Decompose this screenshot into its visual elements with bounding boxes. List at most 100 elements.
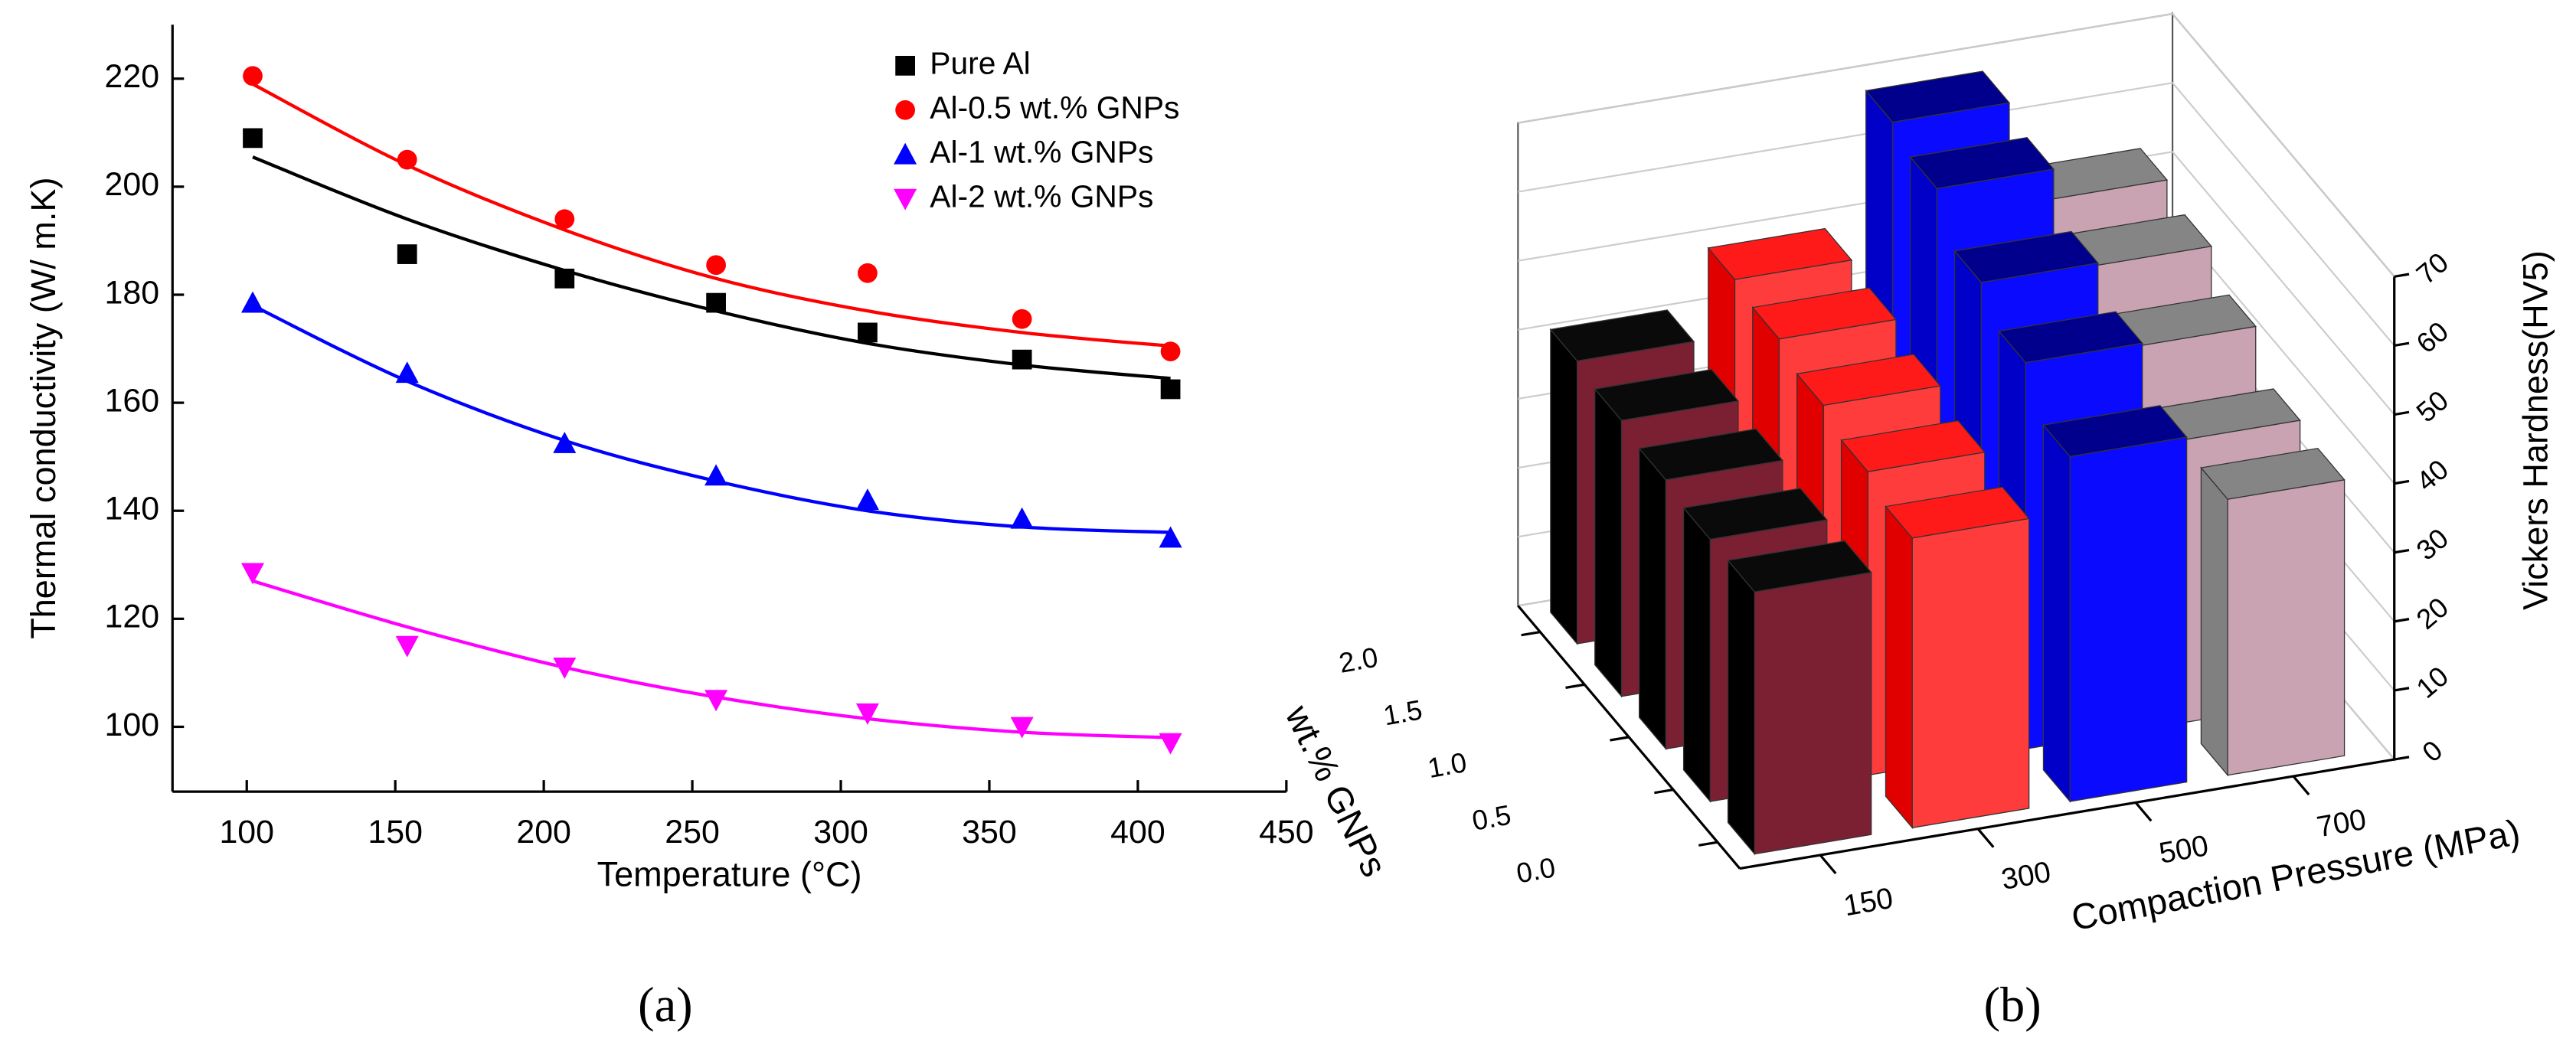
x-tick: [2292, 775, 2310, 796]
y-tick-label: 0.5: [1469, 799, 1513, 837]
x-tick-label: 250: [665, 814, 720, 850]
fit-line: [252, 304, 1171, 534]
caption: (b): [1984, 978, 2042, 1032]
legend-marker: [895, 55, 915, 76]
data-point: [554, 268, 575, 289]
legend-label: Pure Al: [930, 46, 1030, 81]
data-point: [706, 255, 726, 276]
bar-front: [1754, 572, 1872, 855]
data-point: [704, 464, 728, 486]
y-tick-label: 120: [105, 599, 160, 635]
z-tick-label: 50: [2411, 384, 2454, 428]
y-tick-label: 180: [105, 274, 160, 311]
data-point: [704, 690, 728, 712]
x-tick-label: 400: [1110, 814, 1165, 850]
data-point: [858, 263, 878, 283]
legend-marker: [895, 100, 915, 120]
z-tick-label: 70: [2411, 246, 2454, 290]
x-axis-label: Compaction Pressure (MPa): [2068, 812, 2523, 939]
z-tick: [2394, 479, 2410, 485]
bar-side: [2042, 423, 2071, 803]
bar-side: [1682, 506, 1711, 803]
bar-side: [1594, 387, 1623, 698]
data-point: [1010, 717, 1034, 739]
data-point: [1012, 309, 1032, 329]
z-tick: [2394, 410, 2410, 416]
data-point: [855, 488, 879, 510]
x-axis-label: Temperature (°C): [597, 855, 862, 894]
data-point: [553, 432, 577, 453]
y-tick: [1654, 788, 1674, 795]
bar-front: [1911, 517, 2030, 829]
data-point: [1160, 341, 1181, 361]
x-tick-label: 150: [368, 814, 423, 850]
y-tick-label: 2.0: [1336, 641, 1380, 679]
data-point: [240, 563, 265, 585]
data-point: [1010, 507, 1034, 529]
bar-front: [2227, 479, 2346, 776]
grid-line: [1518, 12, 2395, 278]
data-point: [706, 292, 726, 313]
y-tick-label: 100: [105, 707, 160, 743]
data-point: [553, 657, 577, 679]
fit-line: [252, 579, 1171, 739]
x-tick: [1819, 854, 1837, 875]
bar-front: [2069, 436, 2188, 802]
data-point: [240, 291, 265, 313]
x-tick-label: 100: [219, 814, 274, 850]
x-tick-label: 500: [2156, 829, 2211, 870]
y-tick: [1610, 736, 1630, 742]
y-tick-label: 140: [105, 491, 160, 527]
x-axis: [1739, 758, 2395, 870]
legend-label: Al-1 wt.% GNPs: [930, 134, 1153, 169]
data-point: [397, 149, 417, 170]
y-tick: [1565, 683, 1585, 689]
x-tick: [1976, 828, 1995, 848]
legend-label: Al-2 wt.% GNPs: [930, 178, 1153, 214]
x-tick-label: 300: [1999, 856, 2053, 897]
data-point: [858, 322, 878, 343]
legend-label: Al-0.5 wt.% GNPs: [930, 90, 1179, 126]
grid-line: [1518, 82, 2395, 347]
x-tick-label: 450: [1259, 814, 1314, 850]
y-tick-label: 200: [105, 166, 160, 203]
bar-side: [1885, 504, 1913, 830]
data-point: [1159, 733, 1182, 755]
x-tick-label: 350: [962, 814, 1017, 850]
bar-side: [1727, 559, 1755, 856]
y-tick-label: 0.0: [1514, 851, 1558, 889]
bar-side: [1550, 328, 1578, 645]
data-point: [855, 703, 879, 725]
y-tick-label: 220: [105, 58, 160, 95]
data-point: [397, 244, 417, 264]
z-tick-label: 30: [2411, 522, 2454, 566]
grid-line: [1518, 151, 2395, 416]
data-point: [243, 128, 263, 149]
x-tick: [2134, 801, 2153, 822]
data-point: [1012, 349, 1032, 370]
z-tick: [2394, 548, 2410, 554]
z-tick: [2394, 273, 2410, 278]
y-tick-label: 160: [105, 382, 160, 419]
x-tick-label: 700: [2314, 803, 2368, 844]
data-point: [1160, 379, 1181, 400]
data-point: [1159, 526, 1182, 548]
z-axis-label: Vickers Hardness(HV5): [2516, 250, 2555, 610]
y-tick-label: 1.5: [1381, 694, 1424, 731]
legend-marker: [894, 188, 917, 211]
z-tick-label: 40: [2411, 453, 2454, 497]
z-tick-label: 20: [2411, 591, 2454, 635]
z-tick: [2394, 618, 2410, 623]
data-point: [395, 361, 419, 384]
caption: (a): [638, 978, 692, 1032]
bar-side: [2200, 466, 2228, 777]
y-axis-label: wt.% GNPs: [1277, 699, 1394, 883]
x-tick-label: 150: [1841, 882, 1895, 923]
z-tick: [2394, 687, 2410, 692]
y-axis-label: Thermal conductivity (W/ m.K): [24, 178, 63, 639]
x-tick-label: 300: [813, 814, 868, 850]
legend-marker: [894, 142, 917, 165]
data-point: [554, 209, 575, 230]
y-tick: [1521, 630, 1541, 637]
